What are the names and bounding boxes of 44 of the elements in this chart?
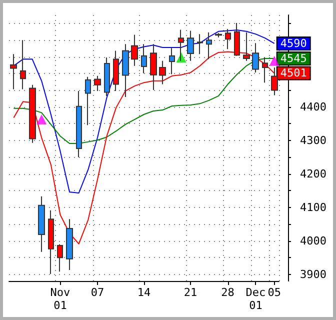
candlestick xyxy=(85,76,91,126)
point xyxy=(269,56,280,66)
x-tick-label: Nov 01 xyxy=(50,286,71,312)
candlestick xyxy=(197,34,203,55)
candlestick xyxy=(225,28,231,50)
candlestick xyxy=(131,34,138,66)
candlestick xyxy=(20,40,26,90)
x-tick-label: 05 xyxy=(268,286,281,299)
candlestick xyxy=(187,30,194,62)
x-tick-label: 28 xyxy=(221,286,234,299)
data-label: 4545 xyxy=(280,52,307,65)
candlestick xyxy=(104,56,110,96)
data-label: 4501 xyxy=(280,66,307,80)
candlestick xyxy=(122,44,129,98)
x-tick-label: 21 xyxy=(184,286,198,299)
data-label: 4590 xyxy=(280,36,307,50)
y-tick-label: 3900 xyxy=(300,268,326,281)
candlestick xyxy=(66,218,73,270)
candlestick xyxy=(178,29,184,62)
candlestick xyxy=(215,32,222,38)
y-tick-label: 4100 xyxy=(300,200,326,214)
candlestick xyxy=(10,54,17,90)
candlestick xyxy=(76,90,82,158)
candlestick xyxy=(206,32,212,60)
candlestick xyxy=(262,56,268,84)
candlestick xyxy=(252,42,259,74)
x-tick-label: 14 xyxy=(137,286,151,299)
candlestick xyxy=(29,84,36,144)
candlestick xyxy=(141,44,147,74)
x-tick-label: 07 xyxy=(90,286,104,299)
candlestick xyxy=(57,244,63,272)
line-series xyxy=(13,30,275,194)
y-tick-label: 4300 xyxy=(300,134,326,147)
y-tick-label: 4400 xyxy=(300,100,326,114)
candlestick xyxy=(48,210,54,274)
candlestick xyxy=(169,48,175,75)
y-tick-label: 4000 xyxy=(300,234,326,248)
candlestick xyxy=(113,50,119,92)
point xyxy=(36,114,47,124)
y-tick-label: 4200 xyxy=(300,167,326,180)
candlestick xyxy=(94,75,101,92)
candlestick xyxy=(159,60,166,85)
candlestick xyxy=(38,196,45,252)
x-tick-label: Dec 01 xyxy=(246,286,266,312)
